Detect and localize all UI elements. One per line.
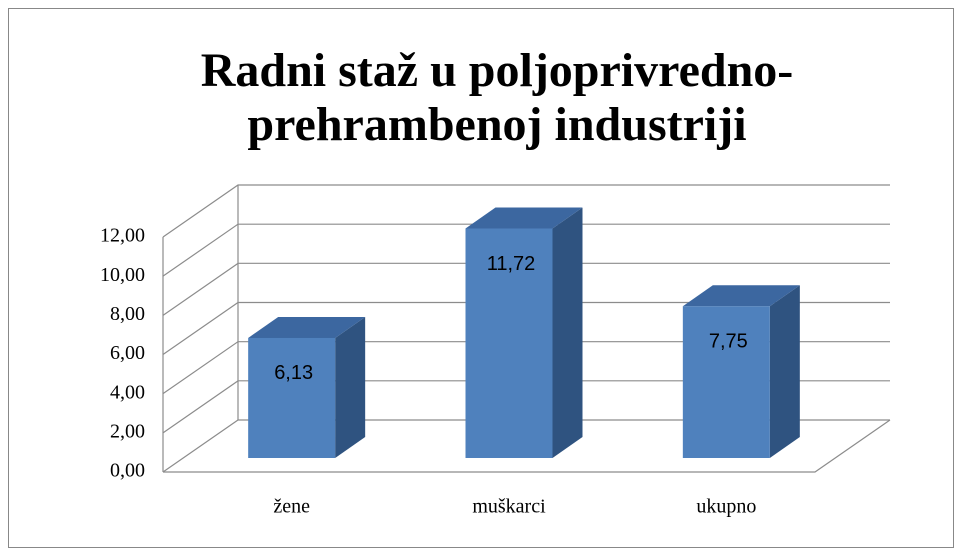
grid-line <box>162 223 890 277</box>
y-tick-label: 12,00 <box>100 225 145 247</box>
grid-line <box>162 341 890 395</box>
chart-title: Radni staž u poljoprivredno-prehrambenoj… <box>200 44 794 151</box>
bar <box>465 228 553 458</box>
chart: 0,00 2,00 4,00 6,00 8,00 10,00 12,00 žene 6,13 mu… <box>100 184 891 518</box>
x-tick-label: muškarci <box>472 496 546 518</box>
y-tick-label: 6,00 <box>110 342 145 364</box>
x-tick-label: žene <box>273 496 310 518</box>
y-tick-label: 4,00 <box>110 381 145 403</box>
y-tick-label: 10,00 <box>100 264 145 286</box>
bar-top <box>248 316 366 338</box>
value-label: 6,13 <box>274 362 313 384</box>
grid-line <box>162 380 890 434</box>
x-tick-label: ukupno <box>696 496 756 518</box>
floor <box>163 419 891 473</box>
y-tick-label: 0,00 <box>110 460 145 482</box>
y-tick-label: 8,00 <box>110 303 145 325</box>
bar-top <box>682 285 800 307</box>
value-label: 11,72 <box>487 253 536 275</box>
bar-top <box>465 207 583 229</box>
bar-side <box>769 285 800 458</box>
grid-line <box>162 301 890 355</box>
page: Radni staž u poljoprivredno-prehrambenoj… <box>8 8 954 548</box>
grid-line <box>162 184 890 238</box>
bar-side <box>552 207 583 458</box>
grid-line <box>162 262 890 316</box>
grid-line <box>162 419 890 473</box>
bar <box>682 306 770 458</box>
value-label: 7,75 <box>709 331 748 353</box>
y-tick-label: 2,00 <box>110 420 145 442</box>
bar <box>248 337 336 458</box>
bar-side <box>335 316 366 458</box>
